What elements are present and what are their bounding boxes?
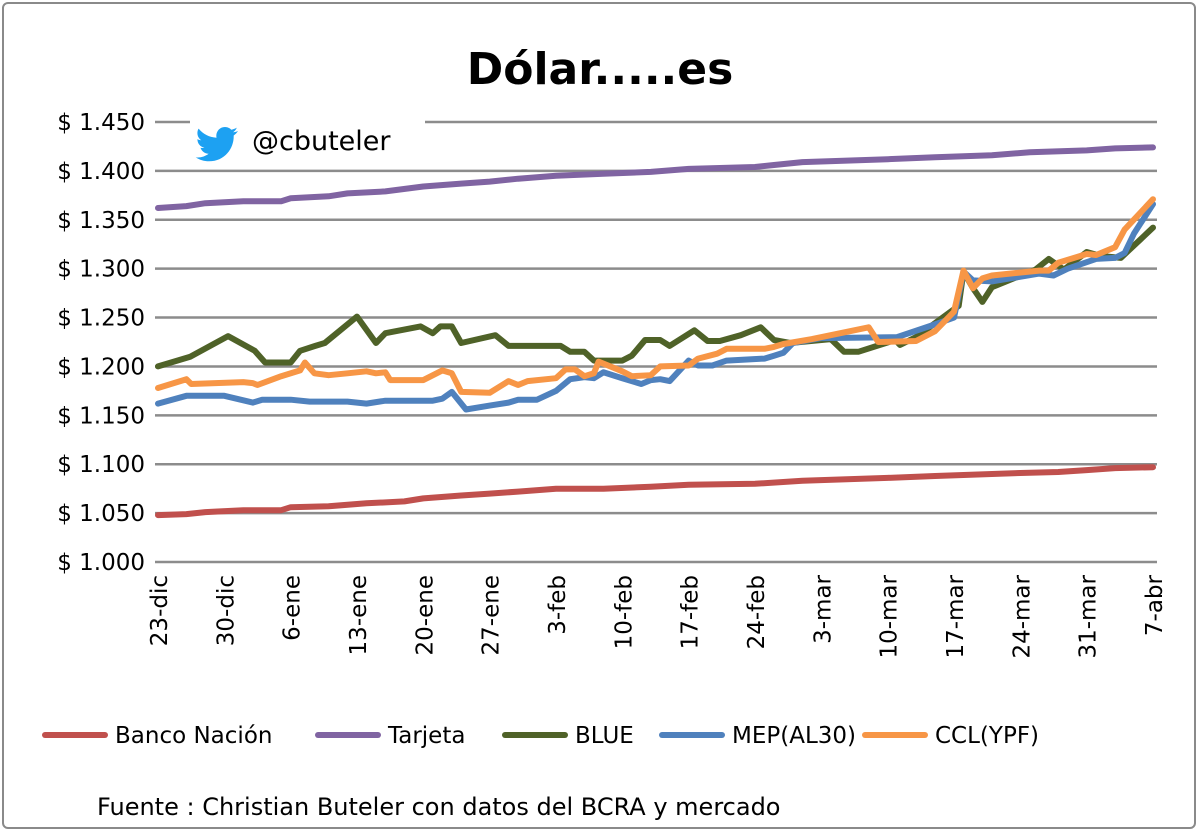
legend-item: BLUE [502,723,634,749]
legend-item: CCL(YPF) [862,723,1039,749]
handle-text: @cbuteler [252,126,391,157]
x-tick-label: 23-dic [147,575,173,646]
x-tick-label: 30-dic [213,575,239,646]
x-tick-label: 10-mar [877,574,903,658]
series-line-mep-al30- [155,201,1156,413]
y-tick-label: $ 1.350 [57,208,145,234]
x-tick-label: 27-ene [479,575,505,655]
twitter-handle: @cbuteler [190,120,425,166]
series-line-blue [155,224,1156,370]
y-axis: $ 1.000 $ 1.050 $ 1.100 $ 1.150 $ 1.200 $ 1.2… [57,110,145,576]
chart-title: Dólar.....es [467,44,734,95]
x-tick-label: 17-mar [943,574,969,658]
y-tick-label: $ 1.250 [57,306,145,332]
source-note: Fuente : Christian Buteler con datos del… [97,793,780,821]
legend: Banco Nación Tarjeta BLUE MEP(AL30) CCL(YPF) [42,723,1039,749]
x-tick-label: 20-ene [412,575,438,655]
twitter-bird-icon [195,127,238,162]
y-tick-label: $ 1.300 [57,257,145,283]
legend-label: BLUE [575,723,634,749]
legend-item: MEP(AL30) [659,723,856,749]
legend-label: CCL(YPF) [935,723,1039,749]
x-tick-label: 24-feb [744,575,770,649]
y-tick-label: $ 1.200 [57,354,145,380]
x-tick-label: 17-feb [678,575,704,649]
legend-label: Tarjeta [387,723,465,749]
y-tick-label: $ 1.150 [57,403,145,429]
legend-item: Banco Nación [42,723,272,749]
x-tick-label: 13-ene [346,575,372,655]
y-tick-label: $ 1.400 [57,159,145,185]
legend-item: Tarjeta [315,723,465,749]
x-tick-label: 7-abr [1142,574,1168,636]
y-tick-label: $ 1.450 [57,110,145,136]
y-tick-label: $ 1.050 [57,501,145,527]
x-tick-label: 31-mar [1076,574,1102,658]
x-tick-label: 24-mar [1009,574,1035,658]
legend-label: MEP(AL30) [732,723,856,749]
x-tick-label: 3-feb [545,575,571,635]
legend-label: Banco Nación [115,723,272,749]
x-tick-label: 6-ene [280,575,306,641]
y-tick-label: $ 1.100 [57,452,145,478]
x-axis: 23-dic 30-dic 6-ene 13-ene 20-ene 27-ene 3-feb… [147,574,1168,658]
series-line-ccl-ypf- [155,196,1156,396]
series-line-banco-naci-n [155,464,1156,519]
series-line-tarjeta [155,144,1156,211]
y-tick-label: $ 1.000 [57,550,145,576]
series-lines [155,144,1156,519]
x-tick-label: 10-feb [611,575,637,649]
x-tick-label: 3-mar [810,574,836,643]
